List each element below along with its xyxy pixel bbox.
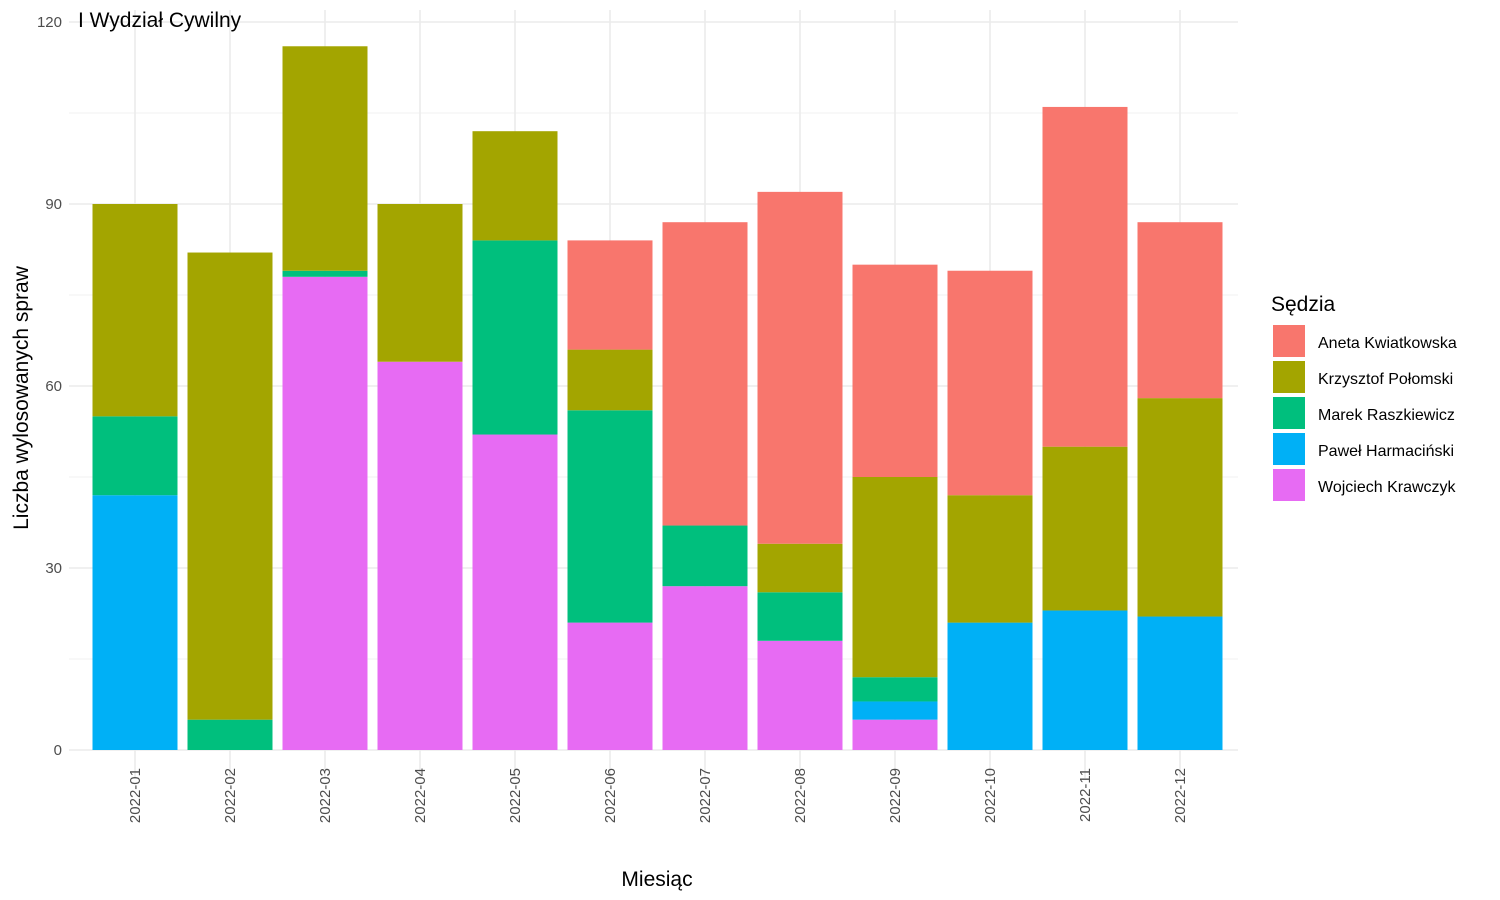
bar-segment: [92, 495, 178, 750]
legend-label: Marek Raszkiewicz: [1318, 407, 1455, 424]
x-tick-label: 2022-07: [697, 768, 714, 823]
bar-segment: [377, 204, 463, 362]
bar-segment: [852, 264, 938, 477]
x-tick-label: 2022-09: [887, 768, 904, 823]
bar-segment: [92, 416, 178, 496]
legend-key: [1273, 433, 1305, 465]
bar-segment: [567, 622, 653, 750]
bar-segment: [757, 640, 843, 750]
bar-segment: [472, 434, 558, 750]
bar-segment: [947, 495, 1033, 623]
bar-segment: [1042, 446, 1128, 611]
bar-segment: [662, 525, 748, 587]
bar-segment: [282, 270, 368, 277]
bar-segment: [757, 592, 843, 641]
bar-segment: [852, 477, 938, 678]
bar-segment: [282, 46, 368, 271]
bar-segment: [1137, 222, 1223, 399]
bars: [92, 46, 1223, 750]
bar-segment: [662, 222, 748, 526]
legend-key: [1273, 361, 1305, 393]
x-tick-label: 2022-06: [602, 768, 619, 823]
bar-segment: [757, 191, 843, 544]
y-tick-label: 90: [45, 196, 62, 213]
y-axis-ticks: 0 30 60 90 120: [37, 14, 62, 759]
bar-segment: [377, 361, 463, 750]
bar-segment: [1042, 610, 1128, 750]
bar-segment: [472, 131, 558, 241]
bar-segment: [1042, 106, 1128, 447]
x-tick-label: 2022-08: [792, 768, 809, 823]
bar-segment: [757, 543, 843, 593]
bar-segment: [567, 349, 653, 411]
bar-segment: [1137, 616, 1223, 750]
legend-label: Aneta Kwiatkowska: [1318, 335, 1457, 352]
legend-label: Krzysztof Połomski: [1318, 371, 1453, 388]
legend-label: Wojciech Krawczyk: [1318, 479, 1457, 496]
legend-key: [1273, 325, 1305, 357]
bar-segment: [852, 701, 938, 720]
bar-segment: [947, 622, 1033, 750]
y-tick-label: 60: [45, 378, 62, 395]
y-tick-label: 0: [54, 742, 62, 759]
bar-segment: [92, 204, 178, 417]
chart-title: I Wydział Cywilny: [78, 9, 242, 32]
bar-segment: [662, 586, 748, 750]
bar-segment: [567, 410, 653, 623]
x-axis-ticks: 2022-01 2022-02 2022-03 2022-04 2022-05 2022-…: [127, 768, 1189, 823]
bar-segment: [472, 240, 558, 435]
bar-segment: [947, 270, 1033, 496]
legend-label: Paweł Harmaciński: [1318, 443, 1454, 460]
x-tick-label: 2022-05: [507, 768, 524, 823]
bar-segment: [282, 276, 368, 750]
y-tick-label: 120: [37, 14, 62, 31]
y-axis-title: Liczba wylosowanych spraw: [10, 265, 33, 530]
x-tick-label: 2022-12: [1172, 768, 1189, 823]
x-tick-label: 2022-02: [222, 768, 239, 823]
x-tick-label: 2022-10: [982, 768, 999, 823]
bar-segment: [852, 677, 938, 702]
x-tick-label: 2022-03: [317, 768, 334, 823]
legend-title: Sędzia: [1271, 293, 1336, 316]
bar-segment: [1137, 398, 1223, 617]
x-tick-label: 2022-04: [412, 768, 429, 823]
legend-key: [1273, 397, 1305, 429]
legend: Aneta Kwiatkowska Krzysztof Połomski Marek…: [1273, 325, 1457, 501]
x-tick-label: 2022-11: [1077, 768, 1094, 822]
legend-key: [1273, 469, 1305, 501]
bar-segment: [187, 719, 273, 750]
x-axis-title: Miesiąc: [621, 868, 692, 891]
x-tick-label: 2022-01: [127, 768, 144, 823]
bar-segment: [852, 719, 938, 750]
y-tick-label: 30: [45, 560, 62, 577]
bar-segment: [567, 240, 653, 350]
bar-segment: [187, 252, 273, 720]
